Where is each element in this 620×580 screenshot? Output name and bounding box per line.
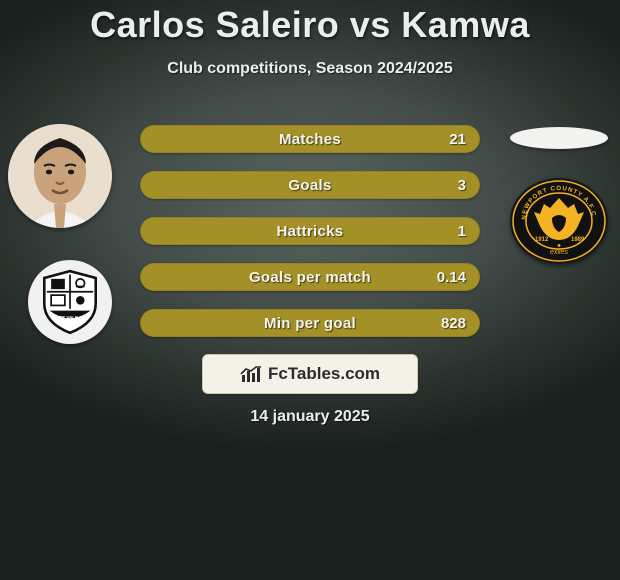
player-photo-left	[8, 124, 112, 228]
stat-bar-goals-per-match: Goals per match 0.14	[140, 263, 480, 291]
stat-value: 3	[458, 171, 466, 199]
stat-value: 1	[458, 217, 466, 245]
club-badge-right: NEWPORT COUNTY A.F.C. 1912 1989 exiles	[510, 178, 608, 264]
stat-value: 21	[449, 125, 466, 153]
club-right-reformed: 1989	[571, 237, 585, 243]
port-vale-badge-icon: PORT VALE F.C. 1876	[34, 266, 106, 338]
club-right-founded: 1912	[535, 237, 549, 243]
subtitle: Club competitions, Season 2024/2025	[0, 60, 620, 78]
player-face-icon	[8, 124, 112, 228]
svg-text:PORT VALE F.C.: PORT VALE F.C.	[53, 315, 87, 320]
player-photo-right	[510, 127, 608, 149]
stats-bars: Matches 21 Goals 3 Hattricks 1 Goals per…	[140, 125, 480, 355]
stat-value: 0.14	[437, 263, 466, 291]
page-title: Carlos Saleiro vs Kamwa	[0, 4, 620, 46]
stat-label: Goals per match	[140, 263, 480, 291]
club-badge-left: PORT VALE F.C. 1876	[28, 260, 112, 344]
stat-bar-goals: Goals 3	[140, 171, 480, 199]
brand-pill[interactable]: FcTables.com	[202, 354, 418, 394]
stat-label: Goals	[140, 171, 480, 199]
stat-label: Matches	[140, 125, 480, 153]
stat-bar-matches: Matches 21	[140, 125, 480, 153]
brand-text: FcTables.com	[268, 364, 380, 384]
stat-value: 828	[441, 309, 466, 337]
stat-label: Min per goal	[140, 309, 480, 337]
newport-county-badge-icon: NEWPORT COUNTY A.F.C. 1912 1989 exiles	[510, 178, 608, 264]
stat-bar-hattricks: Hattricks 1	[140, 217, 480, 245]
stat-label: Hattricks	[140, 217, 480, 245]
card: Carlos Saleiro vs Kamwa Club competition…	[0, 0, 620, 580]
stat-bar-min-per-goal: Min per goal 828	[140, 309, 480, 337]
bar-chart-icon	[240, 364, 262, 384]
date: 14 january 2025	[0, 408, 620, 426]
svg-text:1876: 1876	[65, 322, 75, 327]
club-right-nickname: exiles	[550, 249, 568, 256]
